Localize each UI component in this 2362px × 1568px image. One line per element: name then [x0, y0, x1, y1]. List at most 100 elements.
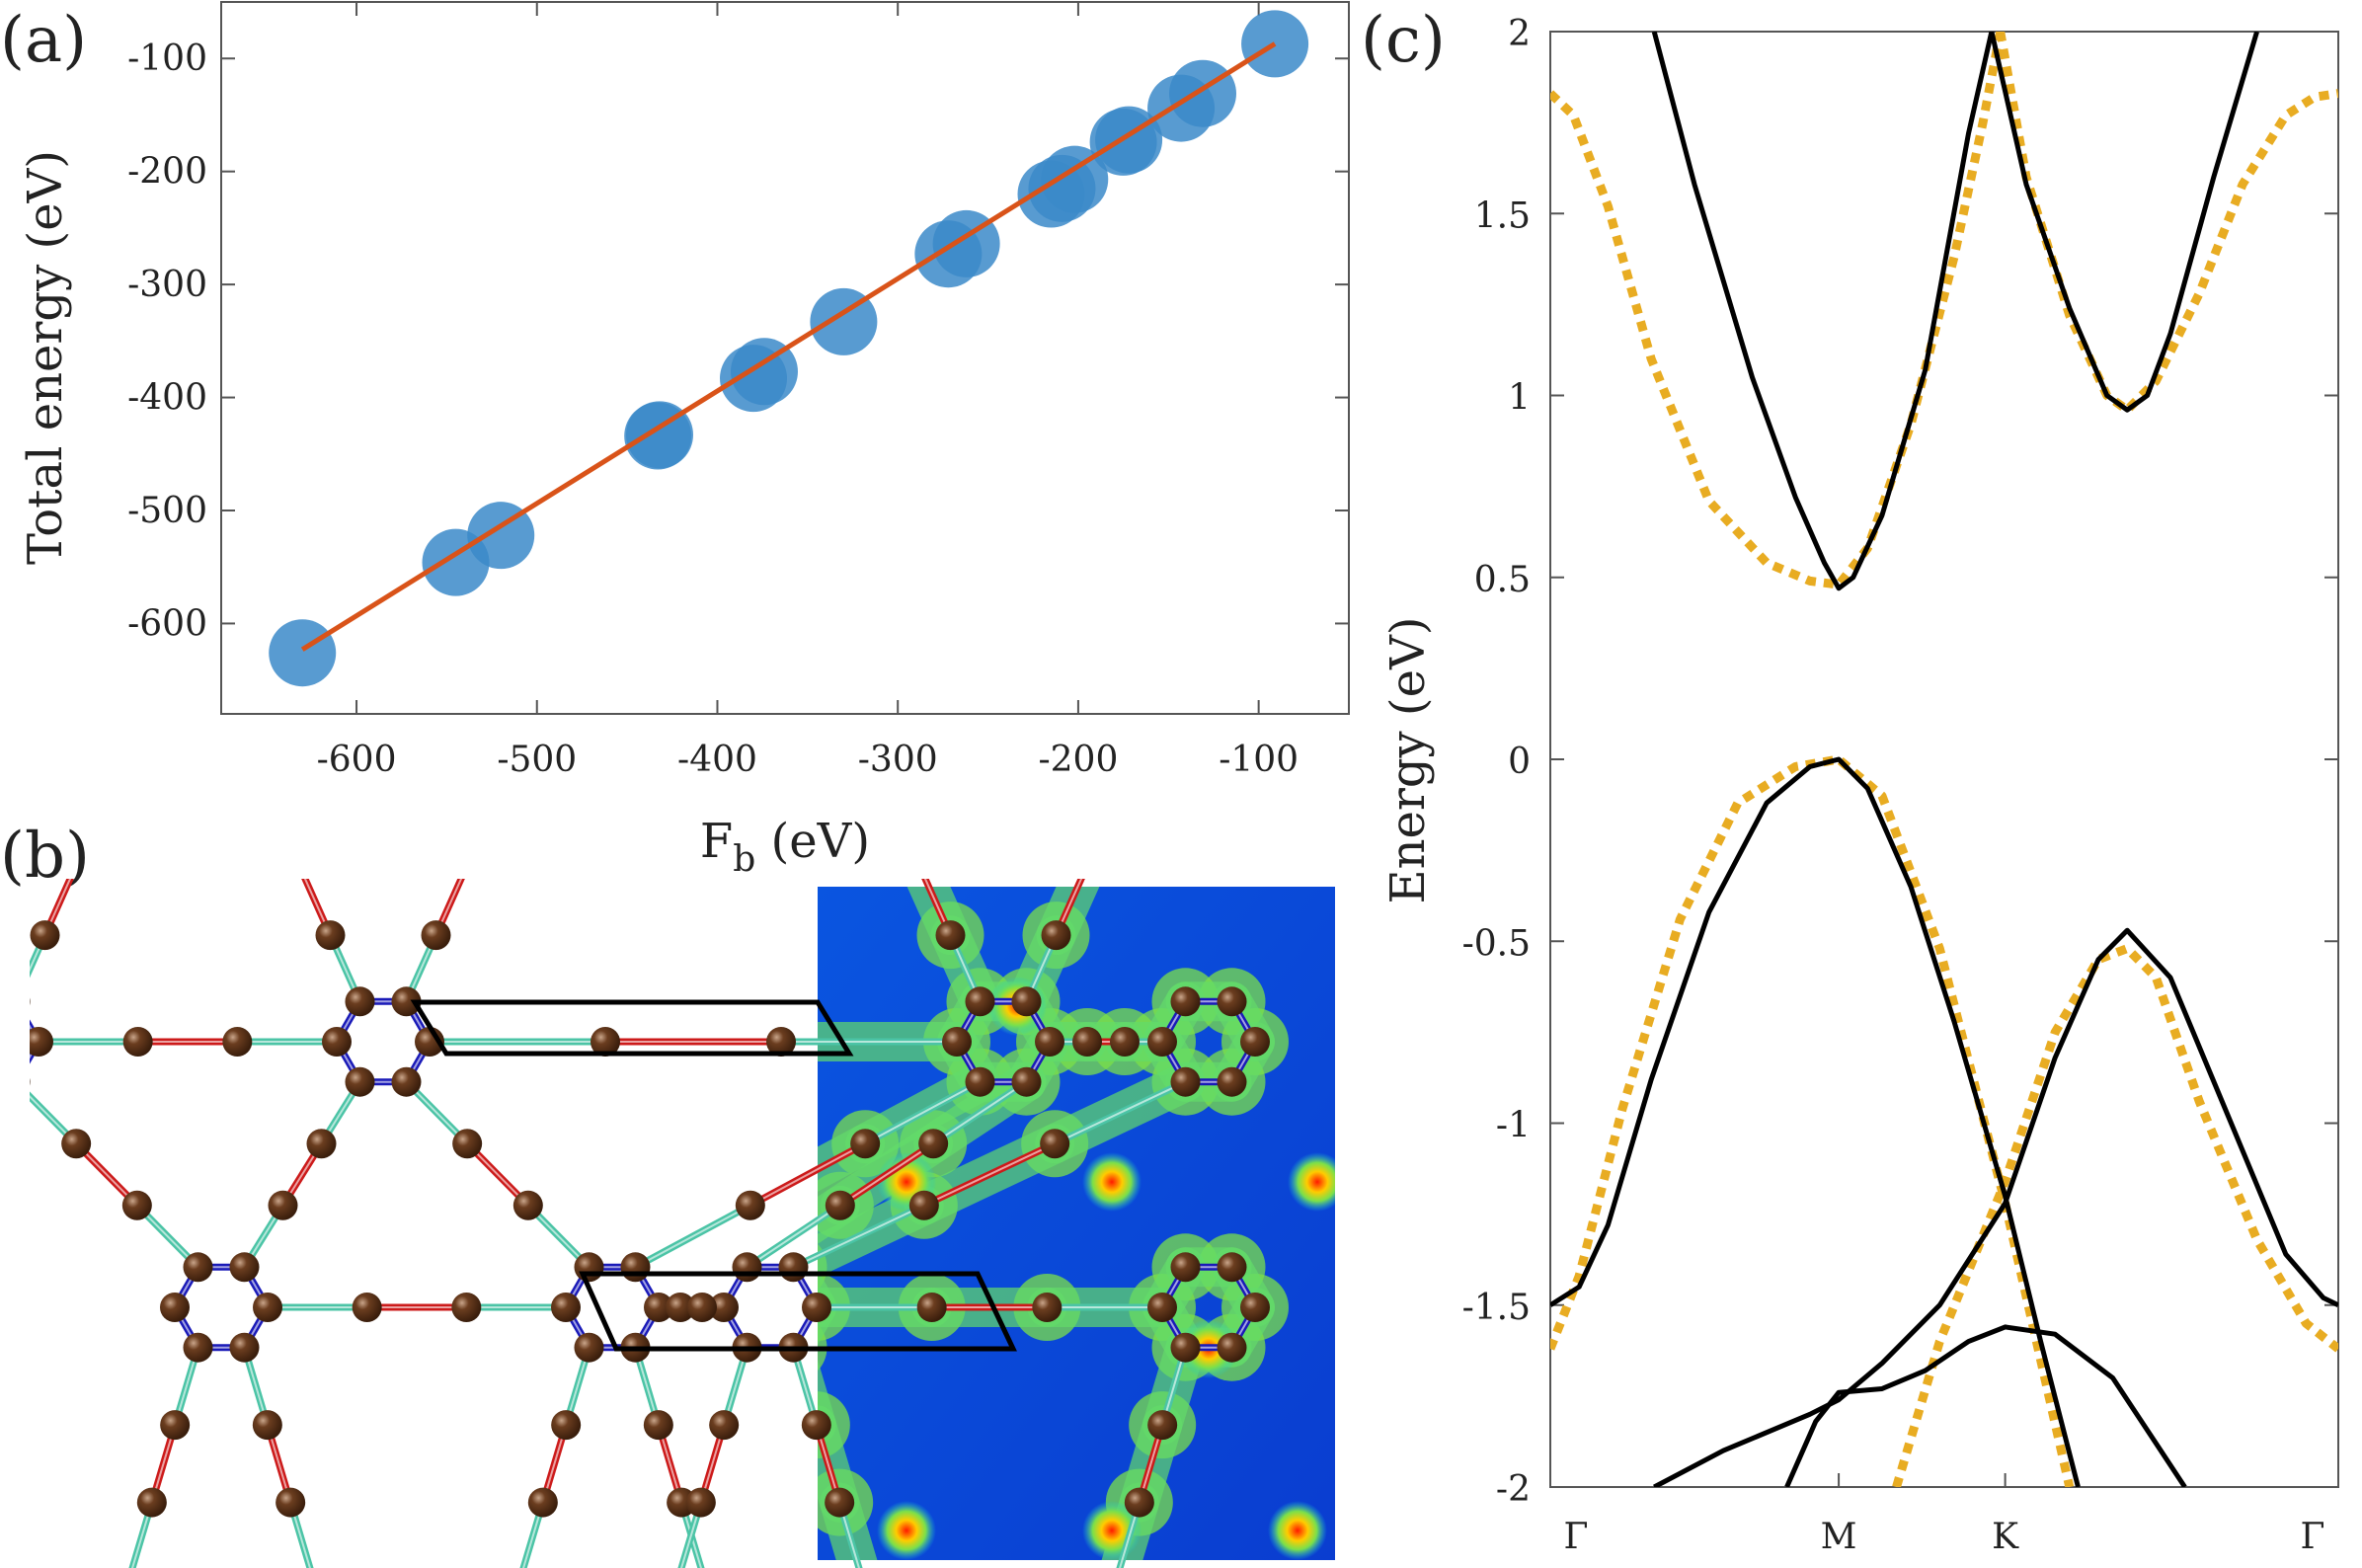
carbon-atom — [574, 1252, 604, 1283]
carbon-atom — [709, 1293, 739, 1322]
carbon-atom — [451, 1293, 482, 1322]
y-tick-label: -500 — [127, 491, 207, 531]
unit-cell-outline-bottom — [579, 1271, 1017, 1352]
carbon-atom — [1124, 1487, 1154, 1518]
carbon-atom — [908, 1190, 939, 1220]
carbon-atom — [687, 1293, 717, 1322]
carbon-atom — [391, 1066, 422, 1097]
carbon-atom — [252, 1410, 282, 1441]
y-tick-label: -100 — [127, 39, 207, 79]
panel-a-scatter-plot: (a) -600 -500 -400 -300 -200 -100 -600 -500 -40… — [0, 1, 1350, 880]
lattice-bond-highlight — [749, 1142, 866, 1207]
carbon-atom — [315, 920, 346, 951]
carbon-atom — [1040, 1129, 1070, 1159]
carbon-atom — [1240, 1027, 1270, 1057]
x-tick-label: -300 — [858, 740, 938, 780]
carbon-atom — [825, 1487, 855, 1518]
carbon-atom — [1011, 986, 1042, 1017]
carbon-atom — [551, 1410, 582, 1441]
carbon-atom — [644, 1293, 673, 1322]
carbon-atom — [1041, 920, 1071, 951]
lattice-bond-highlight — [793, 1204, 925, 1269]
x-label-unit: (eV) — [755, 814, 870, 869]
density-hotspot — [1288, 1152, 1335, 1212]
carbon-atom — [322, 1027, 352, 1057]
fit-line — [300, 41, 1277, 652]
panel-a-axes-frame — [220, 1, 1350, 715]
carbon-atom — [1217, 1332, 1247, 1363]
carbon-atom — [30, 1027, 53, 1057]
y-tick-label: -300 — [127, 265, 207, 305]
y-tick-label: -600 — [127, 603, 207, 644]
carbon-atom — [1217, 986, 1247, 1017]
dft-band-line — [1651, 32, 1995, 591]
kpoint-label: K — [1992, 1517, 2019, 1557]
panel-a-x-axis-label: Fb (eV) — [700, 814, 870, 880]
tb-band-line — [1550, 32, 2006, 589]
carbon-atom — [709, 1410, 740, 1441]
data-point — [730, 338, 798, 406]
panel-b-label: (b) — [0, 820, 90, 893]
carbon-atom — [160, 1293, 190, 1322]
density-hotspot — [1082, 1152, 1142, 1212]
carbon-atom — [121, 1190, 152, 1220]
carbon-atom — [512, 1190, 543, 1220]
carbon-atom — [229, 1252, 260, 1283]
carbon-atom — [1147, 1027, 1177, 1057]
kpoint-label: M — [1821, 1517, 1857, 1557]
density-hotspot — [877, 1501, 936, 1560]
dft-bands — [1550, 32, 2338, 1487]
lattice-bond-highlight — [932, 1080, 1028, 1145]
x-tick-label: -200 — [1038, 740, 1118, 780]
carbon-atom — [527, 1487, 558, 1518]
carbon-atom — [253, 1293, 282, 1322]
y-tick-label: 1.5 — [1474, 196, 1531, 236]
carbon-atom — [122, 1027, 153, 1057]
carbon-atom — [268, 1190, 298, 1220]
carbon-atom — [1147, 1293, 1177, 1322]
x-tick-label: -400 — [677, 740, 757, 780]
tb-band-line — [1996, 32, 2338, 415]
data-point — [269, 619, 337, 687]
carbon-atom — [942, 1027, 972, 1057]
y-tick-label: -1 — [1496, 1106, 1531, 1146]
panel-c-y-axis-label: Energy (eV) — [1380, 617, 1436, 904]
y-tick-label: 0.5 — [1474, 560, 1531, 600]
y-tick-label: -2 — [1496, 1469, 1531, 1510]
panel-a-y-axis-label: Total energy (eV) — [18, 150, 73, 565]
carbon-atom — [685, 1487, 716, 1518]
lattice-bond-highlight — [635, 1204, 751, 1269]
carbon-atom — [850, 1129, 881, 1159]
panel-a-y-ticks: -600 -500 -400 -300 -200 -100 — [127, 39, 1349, 644]
carbon-atom — [590, 1027, 620, 1057]
carbon-atom — [276, 1487, 306, 1518]
lattice-bond-highlight — [864, 1080, 981, 1145]
x-tick-label: -500 — [497, 740, 577, 780]
carbon-atom — [918, 1129, 949, 1159]
lattice-bond-highlight — [839, 1142, 934, 1207]
carbon-atom — [452, 1129, 483, 1159]
carbon-atom — [825, 1190, 855, 1220]
carbon-atom — [345, 986, 375, 1017]
carbon-atom — [1240, 1293, 1270, 1322]
data-point — [1041, 145, 1109, 213]
carbon-atom — [136, 1487, 167, 1518]
tight-binding-bands — [1550, 32, 2338, 1487]
x-tick-label: -100 — [1219, 740, 1299, 780]
panel-c-label: (c) — [1361, 4, 1446, 77]
carbon-atom — [421, 920, 451, 951]
panel-b-lattice-structure: (b) — [0, 820, 1335, 1568]
carbon-atom — [574, 1332, 604, 1363]
carbon-atom — [1035, 1027, 1064, 1057]
carbon-atom — [965, 1066, 995, 1097]
carbon-atom — [183, 1332, 213, 1363]
carbon-atom — [1011, 1066, 1042, 1097]
data-point — [467, 502, 535, 570]
carbon-atom — [1032, 1293, 1063, 1322]
carbon-atom — [1170, 1332, 1201, 1363]
y-tick-label: -400 — [127, 378, 207, 419]
dft-band-line — [1653, 927, 2338, 1487]
carbon-atom — [1170, 1252, 1201, 1283]
lattice-bond-highlight — [746, 1204, 841, 1269]
